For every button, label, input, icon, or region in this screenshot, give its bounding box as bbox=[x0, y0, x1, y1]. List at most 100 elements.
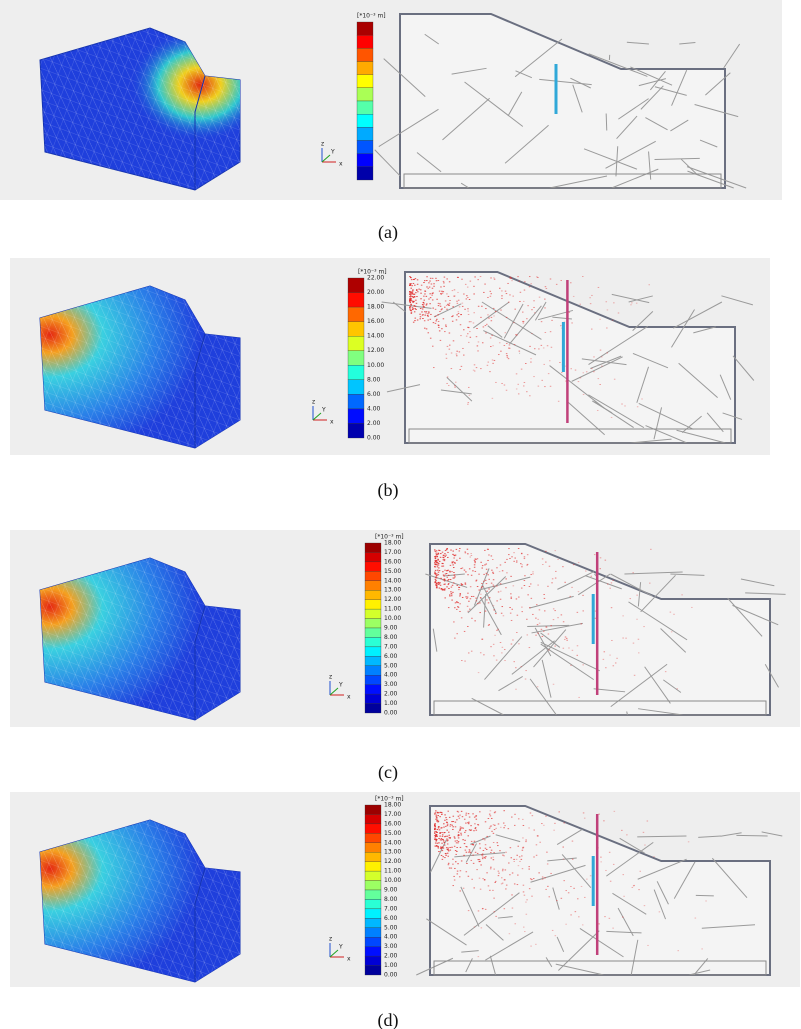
legend-tick-label: 0.00 bbox=[367, 435, 381, 442]
vector bbox=[452, 826, 454, 828]
mesh-line bbox=[723, 43, 741, 69]
vector bbox=[434, 550, 437, 552]
vector bbox=[448, 850, 450, 852]
vector bbox=[477, 305, 480, 307]
legend-tick-label: 10.00 bbox=[384, 615, 401, 622]
vector bbox=[421, 308, 424, 310]
vector bbox=[521, 849, 524, 851]
vector bbox=[423, 320, 426, 322]
vector bbox=[491, 334, 493, 336]
mesh-line bbox=[579, 927, 624, 958]
vector bbox=[409, 276, 411, 278]
vector bbox=[506, 572, 508, 574]
vector bbox=[485, 848, 488, 850]
vector bbox=[436, 819, 439, 821]
vector bbox=[598, 923, 600, 925]
vector bbox=[461, 584, 463, 586]
vector bbox=[506, 355, 508, 357]
vector bbox=[442, 563, 444, 565]
mesh-line bbox=[530, 864, 586, 883]
vector bbox=[460, 860, 463, 862]
vector bbox=[470, 859, 473, 861]
vector bbox=[473, 285, 475, 287]
vector bbox=[483, 856, 486, 858]
vector bbox=[485, 583, 488, 585]
vector bbox=[474, 828, 477, 830]
vector bbox=[490, 857, 493, 859]
mesh-line bbox=[626, 711, 628, 716]
vector bbox=[476, 852, 479, 854]
color-band bbox=[347, 321, 365, 337]
vector bbox=[419, 313, 421, 315]
legend-tick-label: 18.00 bbox=[384, 540, 401, 547]
vector bbox=[517, 393, 520, 395]
vector bbox=[492, 842, 495, 844]
vector bbox=[457, 313, 460, 315]
mesh-line bbox=[485, 924, 504, 941]
mesh-line bbox=[541, 659, 552, 698]
vector bbox=[415, 299, 417, 301]
vector bbox=[440, 293, 443, 295]
vector bbox=[589, 303, 592, 305]
vector bbox=[460, 335, 462, 337]
vector bbox=[511, 280, 513, 282]
vector bbox=[409, 292, 411, 294]
vector bbox=[410, 309, 412, 311]
vector bbox=[504, 660, 506, 662]
vector bbox=[593, 356, 595, 358]
vector bbox=[458, 586, 460, 588]
vector bbox=[580, 885, 583, 887]
mesh-line bbox=[699, 139, 718, 148]
vector bbox=[584, 896, 586, 898]
vector bbox=[473, 840, 476, 842]
vector bbox=[500, 877, 503, 879]
vector bbox=[449, 595, 451, 597]
vector bbox=[549, 385, 552, 387]
vector bbox=[593, 371, 595, 373]
vector bbox=[474, 560, 476, 562]
vector bbox=[445, 554, 447, 556]
vector bbox=[462, 827, 465, 829]
mesh-line bbox=[451, 67, 487, 75]
vector bbox=[434, 832, 436, 834]
vector bbox=[546, 851, 548, 853]
vector bbox=[477, 823, 479, 825]
vector bbox=[492, 824, 495, 826]
vector bbox=[434, 842, 437, 844]
mesh-line bbox=[507, 91, 523, 117]
color-band bbox=[347, 277, 365, 293]
vector bbox=[522, 891, 525, 893]
vector bbox=[447, 556, 449, 558]
mesh-line bbox=[558, 930, 600, 971]
vector bbox=[541, 379, 543, 381]
vector bbox=[489, 371, 491, 373]
vector bbox=[487, 548, 489, 550]
vector bbox=[416, 283, 419, 285]
vector bbox=[429, 293, 431, 295]
vector bbox=[424, 311, 426, 313]
vector bbox=[574, 911, 577, 913]
mesh-line bbox=[680, 158, 697, 175]
vector bbox=[501, 606, 504, 608]
vector bbox=[435, 831, 437, 833]
vector bbox=[421, 303, 424, 305]
vector bbox=[469, 280, 472, 282]
mesh-line bbox=[534, 627, 552, 657]
vector bbox=[467, 813, 470, 815]
vector bbox=[583, 817, 586, 819]
vector bbox=[499, 850, 501, 852]
vector bbox=[494, 634, 496, 636]
vector bbox=[493, 278, 496, 280]
block-mesh bbox=[40, 820, 240, 982]
vector bbox=[528, 827, 530, 829]
vector bbox=[451, 584, 454, 586]
vector bbox=[435, 587, 438, 589]
vector bbox=[508, 862, 510, 864]
vector bbox=[445, 304, 448, 306]
vector bbox=[434, 835, 436, 837]
mesh-line bbox=[693, 326, 716, 334]
vector bbox=[474, 620, 476, 622]
vector bbox=[493, 277, 495, 279]
vector bbox=[555, 570, 557, 572]
vector bbox=[519, 300, 521, 302]
